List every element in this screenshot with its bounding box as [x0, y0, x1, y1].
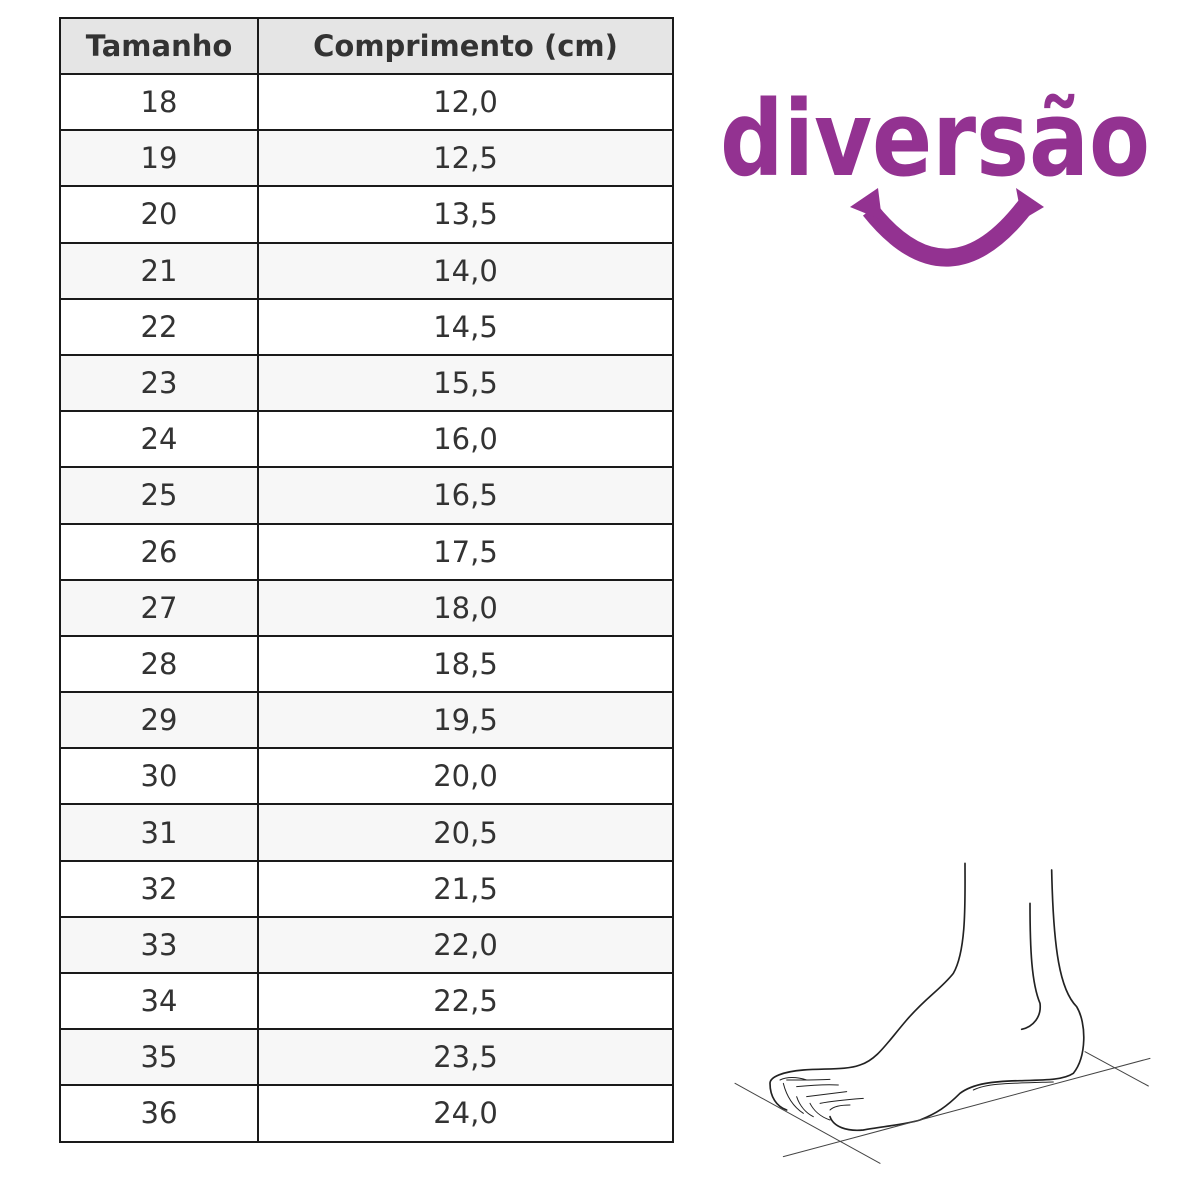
cell-length: 20,5 [257, 803, 674, 862]
cell-length: 14,0 [257, 241, 674, 300]
cell-length: 12,0 [257, 72, 674, 132]
cell-length: 19,5 [257, 691, 674, 750]
foot-measurement-icon [734, 862, 1151, 1164]
table-row: 33 22,0 [59, 915, 674, 975]
cell-length: 24,0 [257, 1084, 674, 1143]
table-row: 28 18,5 [59, 634, 674, 694]
cell-size: 30 [59, 747, 259, 806]
cell-size: 36 [59, 1084, 259, 1143]
cell-length: 23,5 [257, 1028, 674, 1087]
cell-size: 27 [59, 578, 259, 637]
smile-icon [862, 194, 1038, 267]
cell-size: 26 [59, 522, 259, 581]
table-row: 35 23,5 [59, 1028, 674, 1087]
cell-size: 35 [59, 1028, 259, 1087]
table-row: 30 20,0 [59, 747, 674, 806]
header-size: Tamanho [59, 17, 259, 75]
table-row: 24 16,0 [59, 410, 674, 469]
cell-size: 20 [59, 185, 259, 244]
cell-length: 16,5 [257, 466, 674, 525]
table-row: 18 12,0 [59, 72, 674, 132]
table-row: 34 22,5 [59, 971, 674, 1031]
cell-length: 20,0 [257, 747, 674, 806]
cell-size: 34 [59, 971, 259, 1031]
cell-size: 21 [59, 241, 259, 300]
cell-length: 22,5 [257, 971, 674, 1031]
cell-size: 33 [59, 915, 259, 975]
cell-size: 32 [59, 859, 259, 918]
table-row: 19 12,5 [59, 129, 674, 188]
cell-length: 14,5 [257, 297, 674, 356]
cell-size: 22 [59, 297, 259, 356]
table-row: 36 24,0 [59, 1084, 674, 1143]
cell-size: 31 [59, 803, 259, 862]
cell-length: 18,0 [257, 578, 674, 637]
logo-wordmark: diversão [720, 80, 1150, 200]
size-chart-table: Tamanho Comprimento (cm) 18 12,0 19 12,5 20 1… [59, 17, 674, 1143]
table-row: 21 14,0 [59, 241, 674, 300]
cell-size: 19 [59, 129, 259, 188]
table-row: 27 18,0 [59, 578, 674, 637]
table-row: 25 16,5 [59, 466, 674, 525]
table-row: 32 21,5 [59, 859, 674, 918]
table-row: 20 13,5 [59, 185, 674, 244]
table-row: 29 19,5 [59, 691, 674, 750]
cell-size: 24 [59, 410, 259, 469]
cell-length: 21,5 [257, 859, 674, 918]
cell-length: 15,5 [257, 353, 674, 413]
cell-length: 12,5 [257, 129, 674, 188]
table-row: 26 17,5 [59, 522, 674, 581]
cell-size: 29 [59, 691, 259, 750]
cell-length: 17,5 [257, 522, 674, 581]
table-row: 31 20,5 [59, 803, 674, 862]
table-header-row: Tamanho Comprimento (cm) [59, 17, 674, 75]
cell-size: 18 [59, 72, 259, 132]
table-row: 22 14,5 [59, 297, 674, 356]
cell-length: 16,0 [257, 410, 674, 469]
cell-length: 22,0 [257, 915, 674, 975]
cell-length: 18,5 [257, 634, 674, 694]
cell-length: 13,5 [257, 185, 674, 244]
cell-size: 25 [59, 466, 259, 525]
cell-size: 28 [59, 634, 259, 694]
diversao-logo: diversão [720, 80, 1150, 267]
cell-size: 23 [59, 353, 259, 413]
table-row: 23 15,5 [59, 353, 674, 413]
header-length: Comprimento (cm) [257, 17, 674, 75]
